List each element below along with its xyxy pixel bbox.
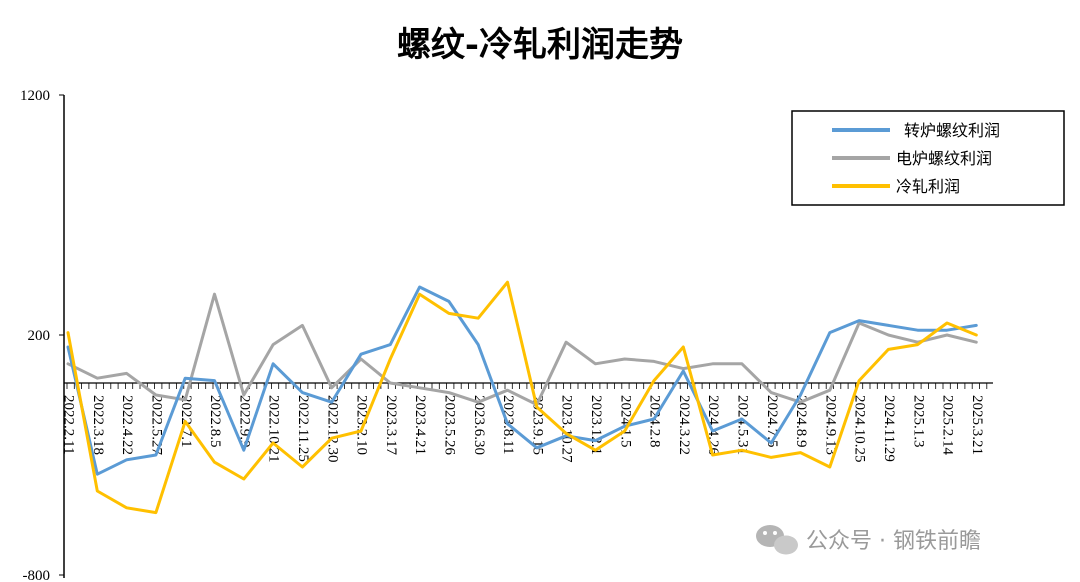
x-tick-label: 2024.11.29 bbox=[881, 395, 897, 462]
y-tick-label-1200: 1200 bbox=[20, 88, 50, 104]
x-tick-label: 2022.3.18 bbox=[90, 395, 106, 455]
legend-label-series-2: 冷轧利润 bbox=[896, 177, 960, 196]
x-tick-label: 2023.4.21 bbox=[412, 395, 428, 455]
watermark: 公众号 · 钢铁前瞻 bbox=[756, 525, 981, 555]
x-tick-label: 2022.5.27 bbox=[148, 395, 164, 456]
y-tick-label-minus800: -800 bbox=[23, 568, 51, 582]
x-tick-label: 2024.9.13 bbox=[822, 395, 838, 455]
series-line-0 bbox=[66, 285, 978, 476]
x-tick-label: 2025.1.3 bbox=[910, 395, 926, 448]
series-line-2 bbox=[66, 280, 978, 515]
x-tick-label: 2023.10.27 bbox=[559, 395, 575, 463]
x-tick-label: 2024.4.26 bbox=[705, 395, 721, 456]
x-tick-label: 2024.5.31 bbox=[734, 395, 750, 455]
x-tick-label: 2022.2.11 bbox=[61, 395, 77, 454]
x-tick-label: 2023.3.17 bbox=[383, 395, 399, 456]
x-tick-label: 2024.8.9 bbox=[793, 395, 809, 448]
wechat-icon bbox=[756, 525, 798, 555]
watermark-text: 公众号 · 钢铁前瞻 bbox=[806, 529, 981, 554]
x-tick-label: 2022.8.5 bbox=[207, 395, 223, 448]
legend-label-series-0: 转炉螺纹利润 bbox=[904, 121, 1000, 140]
x-tick-label: 2024.2.8 bbox=[647, 395, 663, 448]
x-tick-label: 2022.12.30 bbox=[324, 395, 340, 463]
y-tick-label-200: 200 bbox=[28, 328, 51, 344]
x-tick-label: 2025.3.21 bbox=[969, 395, 985, 455]
series-lines bbox=[66, 280, 978, 515]
legend-label-series-1: 电炉螺纹利润 bbox=[896, 149, 992, 168]
x-tick-marks bbox=[66, 383, 988, 389]
x-tick-label: 2022.11.25 bbox=[295, 395, 311, 462]
x-tick-label: 2023.5.26 bbox=[441, 395, 457, 456]
axes: 1200 200 -800 bbox=[20, 88, 993, 582]
x-tick-label: 2022.4.22 bbox=[119, 395, 135, 455]
x-tick-label: 2023.6.30 bbox=[471, 395, 487, 455]
series-line-1 bbox=[66, 292, 978, 407]
chart-title: 螺纹-冷轧利润走势 bbox=[397, 25, 683, 65]
x-tick-label: 2024.10.25 bbox=[852, 395, 868, 463]
x-tick-label: 2025.2.14 bbox=[940, 395, 956, 456]
x-tick-label: 2024.3.22 bbox=[676, 395, 692, 455]
x-tick-labels: 2022.2.11 2022.3.18 2022.4.22 2022.5.27 2022… bbox=[61, 395, 985, 463]
x-tick-label: 2023.2.10 bbox=[354, 395, 370, 455]
x-tick-label: 2022.10.21 bbox=[266, 395, 282, 463]
legend: 转炉螺纹利润 电炉螺纹利润 冷轧利润 bbox=[791, 110, 1065, 206]
